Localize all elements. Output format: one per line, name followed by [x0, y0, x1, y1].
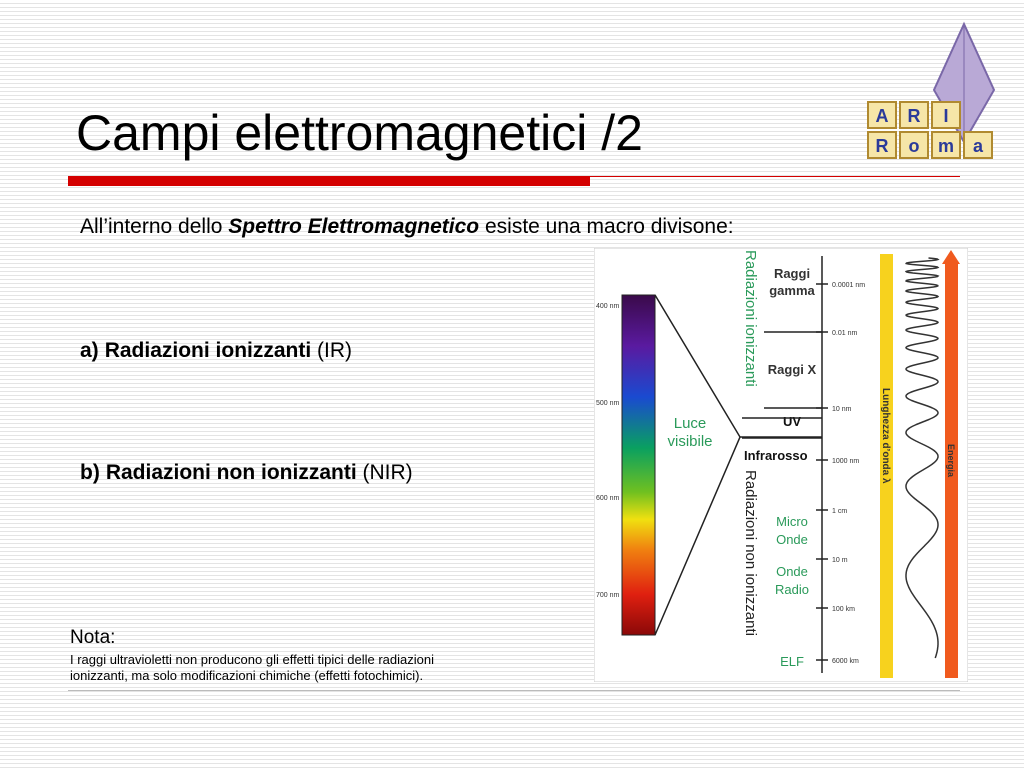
band-label: Infrarosso	[744, 448, 808, 463]
wavelength-label: 600 nm	[596, 495, 620, 502]
energy-arrow	[942, 250, 960, 264]
scale-label: 0.0001 nm	[832, 282, 865, 289]
band-label: Raggi X	[768, 362, 817, 377]
band-label: ELF	[780, 654, 804, 669]
logo-letter: o	[909, 136, 920, 156]
scale-label: 1000 nm	[832, 458, 859, 465]
scale-label: 0.01 nm	[832, 330, 857, 337]
ionizing-label: Radiazioni ionizzanti	[742, 250, 759, 387]
title-rule	[590, 176, 960, 177]
logo-letter: R	[876, 136, 889, 156]
intro: All’interno dello Spettro Elettromagneti…	[80, 215, 734, 239]
band-label: Micro	[776, 514, 808, 529]
logo-letter: m	[938, 136, 954, 156]
list-item: b) Radiazioni non ionizzanti (NIR)	[80, 461, 413, 485]
scale-label: 10 nm	[832, 406, 852, 413]
visible-label: Luce	[674, 415, 707, 432]
item-marker: a)	[80, 339, 99, 362]
band-label: Radio	[775, 582, 809, 597]
logo-tile	[963, 131, 993, 159]
wave	[904, 257, 940, 659]
logo-tile	[899, 101, 929, 129]
logo-letter: R	[908, 106, 921, 126]
band-label: UV	[783, 414, 801, 429]
logo-letter: A	[876, 106, 889, 126]
slide-title: Campi elettromagnetici /2	[76, 105, 643, 161]
energy-axis-label: Energia	[946, 444, 956, 478]
band-label: Onde	[776, 564, 808, 579]
logo-tile	[931, 131, 961, 159]
footer-rule	[68, 690, 960, 691]
title-bar	[68, 176, 590, 186]
logo-tile	[899, 131, 929, 159]
intro-text: esiste una macro divisone:	[479, 215, 734, 238]
band-label: Raggi	[774, 266, 810, 281]
non-ionizing-label: Radiazioni non ionizzanti	[742, 470, 759, 636]
item-title: Radiazioni non ionizzanti	[105, 461, 357, 484]
visible-spectrum	[621, 294, 656, 636]
logo-tile	[931, 101, 961, 129]
logo-tile	[867, 131, 897, 159]
wavelength-bar	[880, 254, 893, 678]
scale-label: 6000 km	[832, 658, 859, 665]
logo-letter: a	[973, 136, 984, 156]
scale-label: 1 cm	[832, 508, 847, 515]
note-line: I raggi ultravioletti non producono gli …	[70, 652, 434, 667]
intro-emphasis: Spettro Elettromagnetico	[228, 215, 480, 238]
item-title: Radiazioni ionizzanti	[104, 339, 312, 362]
wavelength-axis-label: Lunghezza d’onda λ	[880, 388, 891, 484]
energy-bar	[945, 262, 958, 678]
scale-label: 10 m	[832, 557, 848, 564]
scale-label: 100 km	[832, 606, 855, 613]
intro-text: All’interno dello	[80, 215, 229, 238]
wavelength-label: 700 nm	[596, 592, 620, 599]
wavelength-label: 500 nm	[596, 400, 620, 407]
item-suffix: (IR)	[317, 339, 353, 362]
visible-label: visibile	[667, 433, 712, 450]
item-marker: b)	[80, 461, 100, 484]
logo-letter: I	[943, 106, 948, 126]
logo-tile	[867, 101, 897, 129]
diagram-frame	[594, 248, 968, 682]
note-label: Nota:	[70, 627, 116, 648]
item-suffix: (NIR)	[362, 461, 413, 484]
list-item: a) Radiazioni ionizzanti (IR)	[80, 339, 352, 363]
band-label: gamma	[769, 283, 815, 298]
wavelength-label: 400 nm	[596, 303, 620, 310]
note-line: ionizzanti, ma solo modificazioni chimic…	[70, 668, 424, 683]
band-label: Onde	[776, 532, 808, 547]
